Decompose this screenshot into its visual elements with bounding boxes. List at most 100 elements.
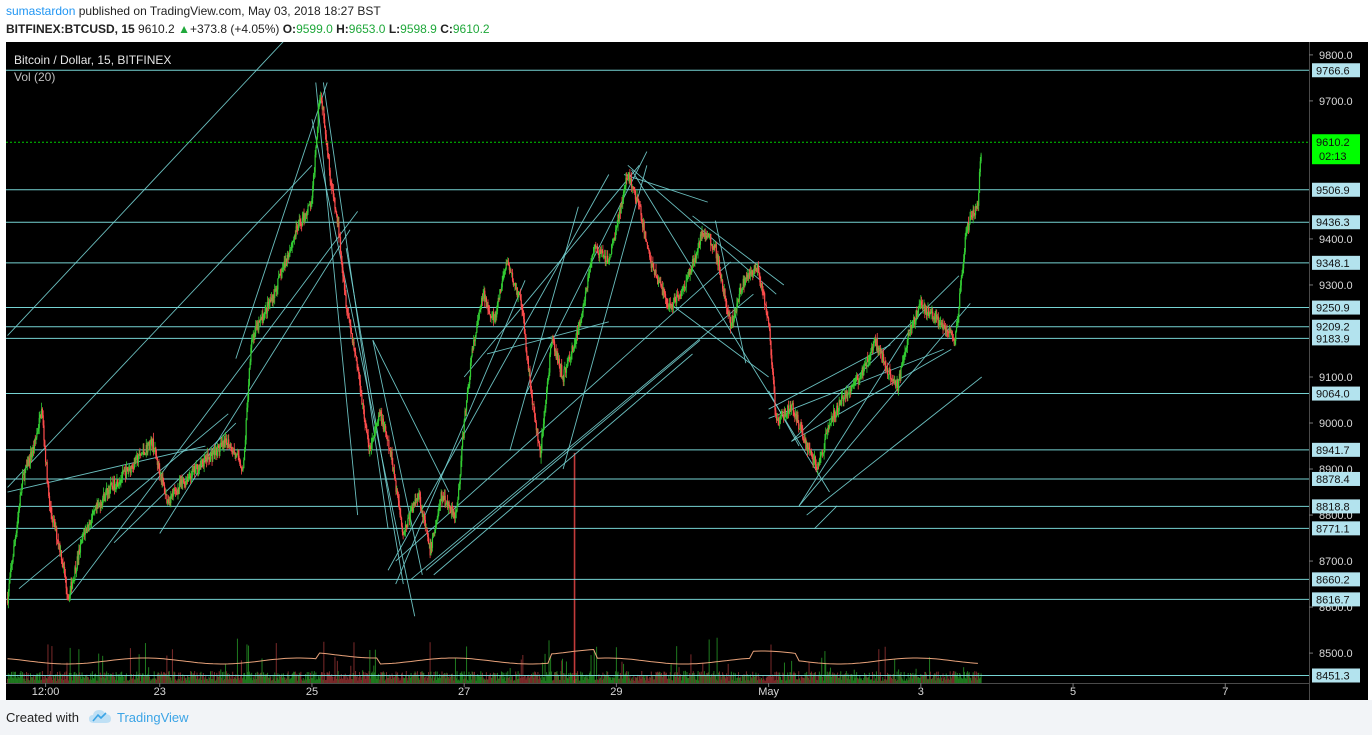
candle-body: [860, 373, 862, 375]
volume-bar: [959, 674, 961, 683]
volume-bar: [170, 677, 172, 683]
candle-body: [333, 197, 335, 199]
volume-bar: [12, 671, 14, 683]
candle-body: [662, 288, 664, 296]
volume-bar: [84, 675, 86, 683]
volume-bar: [625, 672, 627, 683]
volume-bar: [698, 680, 700, 683]
volume-bar: [866, 677, 868, 683]
candle-body: [794, 415, 796, 417]
candle-body: [442, 496, 445, 501]
created-with-text: Created with: [6, 710, 79, 725]
candle-body: [397, 495, 399, 501]
low-key: L:: [388, 22, 401, 36]
level-label-box: [1312, 499, 1360, 514]
volume-bar: [204, 677, 206, 683]
volume-bar: [857, 679, 859, 683]
volume-bar: [87, 677, 89, 683]
candle-body: [47, 483, 49, 485]
volume-bar: [175, 679, 177, 683]
volume-bar: [295, 674, 297, 683]
volume-bar: [975, 677, 977, 683]
volume-bar: [677, 677, 679, 683]
candle-body: [303, 213, 305, 221]
candle-body: [213, 450, 215, 455]
volume-bar: [793, 671, 795, 683]
candle-body: [574, 343, 576, 345]
candle-body: [674, 297, 676, 301]
candle-body: [52, 517, 54, 523]
volume-bar: [26, 678, 28, 683]
candle-body: [390, 451, 392, 457]
candle-body: [423, 514, 426, 520]
volume-bar: [340, 678, 342, 683]
candle-body: [564, 367, 566, 370]
candle-body: [631, 186, 633, 188]
chart-area[interactable]: 9800.0 9700.0 9400.0 9300.0 9100.0 9000.0 8900…: [6, 26, 1368, 700]
volume-bar: [205, 674, 207, 683]
volume-bar: [962, 678, 964, 683]
volume-bar: [206, 678, 208, 683]
candle-body: [12, 556, 14, 562]
volume-bar: [254, 679, 256, 683]
price-chart[interactable]: 9800.09700.09400.09300.09100.09000.08900…: [6, 26, 1368, 700]
candle-body: [136, 455, 138, 457]
volume-bar: [810, 672, 812, 683]
candle-body: [808, 447, 810, 449]
candle-body: [890, 379, 893, 381]
author-link[interactable]: sumastardon: [6, 4, 76, 18]
volume-bar: [570, 673, 572, 683]
candle-body: [169, 501, 171, 504]
volume-bar: [435, 671, 437, 683]
candle-body: [622, 199, 624, 204]
candle-body: [226, 443, 228, 448]
volume-bar: [612, 678, 614, 683]
candle-body: [798, 422, 800, 430]
candle-body: [836, 405, 839, 413]
volume-bar: [286, 678, 288, 683]
candle-body: [345, 294, 347, 307]
candle-body: [698, 241, 700, 249]
volume-bar: [335, 674, 337, 683]
volume-bar: [789, 671, 791, 683]
volume-bar: [627, 671, 629, 683]
volume-bar: [313, 673, 315, 683]
volume-bar: [885, 679, 887, 683]
candle-body: [837, 410, 839, 413]
tradingview-cloud-icon[interactable]: [88, 708, 112, 726]
volume-bar: [324, 673, 326, 683]
volume-bar: [611, 679, 613, 683]
candle-body: [265, 307, 267, 309]
volume-bar: [558, 675, 560, 683]
candle-body: [944, 327, 947, 332]
candle-body: [840, 403, 842, 406]
candle-body: [443, 495, 445, 501]
y-tick-label: 8700.0: [1319, 556, 1353, 568]
volume-bar: [581, 672, 583, 683]
candle-body: [59, 543, 61, 553]
candle-body: [669, 303, 671, 307]
volume-bar: [211, 671, 213, 683]
candle-body: [933, 317, 935, 320]
volume-bar: [769, 675, 771, 683]
volume-bar: [53, 678, 55, 683]
candle-body: [391, 451, 393, 464]
volume-bar: [969, 677, 971, 683]
candle-body: [551, 339, 553, 345]
time-axis[interactable]: 12:00 23 25 27 29 May 3 5 7: [32, 683, 1229, 698]
candle-body: [923, 303, 925, 306]
volume-bar: [428, 675, 430, 683]
candle-body: [885, 366, 887, 369]
volume-bar: [259, 673, 261, 683]
tradingview-link[interactable]: TradingView: [117, 710, 189, 725]
volume-bar: [252, 677, 254, 683]
level-label: 8660.2: [1316, 574, 1350, 586]
volume-bar: [535, 674, 537, 683]
volume-bar: [366, 672, 368, 683]
volume-bar: [73, 672, 75, 683]
candle-body: [655, 270, 657, 277]
volume-bar: [703, 674, 705, 683]
volume-bar: [408, 675, 410, 683]
candle-body: [969, 216, 971, 224]
volume-bar: [27, 673, 29, 683]
